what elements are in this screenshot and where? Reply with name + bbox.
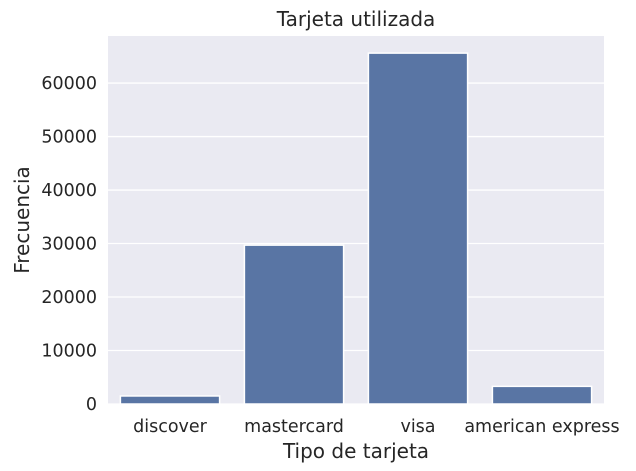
gridlines <box>108 82 604 405</box>
bar-american-express <box>491 385 593 405</box>
y-axis-label: Frecuencia <box>10 166 34 274</box>
y-tick-label: 0 <box>86 395 97 415</box>
bar-mastercard <box>243 244 345 405</box>
bars <box>119 52 593 405</box>
y-tick-label: 30000 <box>41 235 97 255</box>
x-axis-ticks: discover mastercard visa american express <box>133 417 620 437</box>
x-tick-label: american express <box>464 417 619 437</box>
y-axis-ticks: 0 10000 20000 30000 40000 50000 60000 <box>41 74 97 415</box>
y-tick-label: 50000 <box>41 128 97 148</box>
x-axis-label: Tipo de tarjeta <box>282 439 429 463</box>
bar-discover <box>119 395 221 405</box>
y-tick-label: 40000 <box>41 181 97 201</box>
plot-area <box>108 36 604 404</box>
x-tick-label: visa <box>400 417 435 437</box>
x-tick-label: discover <box>133 417 208 437</box>
y-tick-label: 60000 <box>41 74 97 94</box>
x-tick-label: mastercard <box>244 417 344 437</box>
y-tick-label: 10000 <box>41 342 97 362</box>
y-tick-label: 20000 <box>41 288 97 308</box>
bar-visa <box>367 52 469 405</box>
chart-title: Tarjeta utilizada <box>276 7 436 31</box>
